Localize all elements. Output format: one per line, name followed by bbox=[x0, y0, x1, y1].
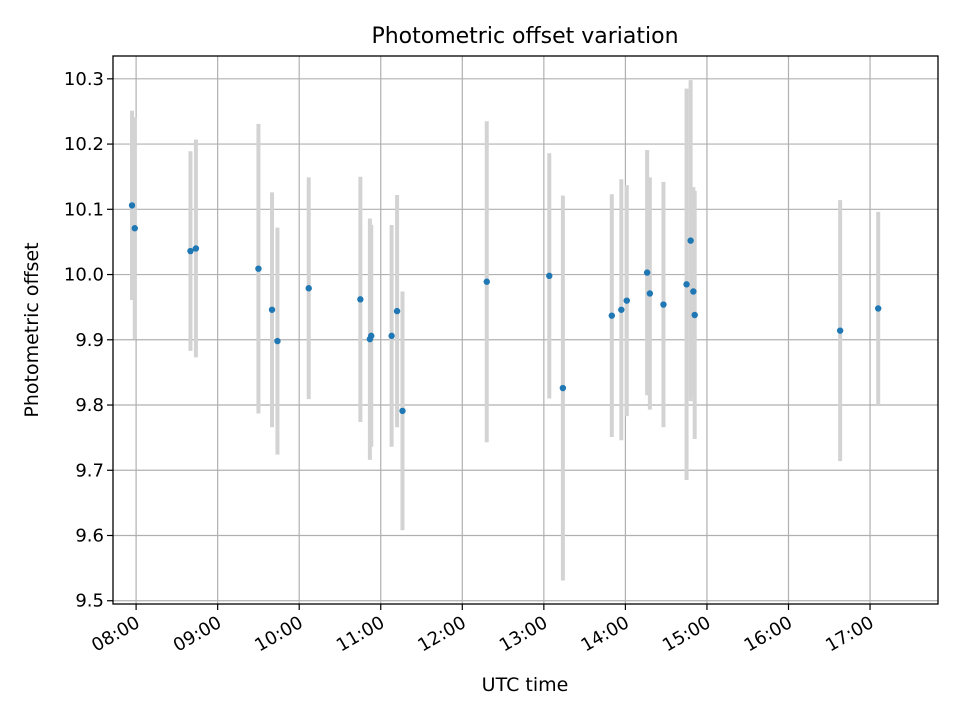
data-point bbox=[836, 327, 844, 334]
data-point bbox=[274, 337, 281, 345]
y-tick-label: 10.2 bbox=[64, 134, 104, 155]
data-point bbox=[618, 306, 625, 313]
data-point bbox=[393, 307, 401, 315]
y-tick-label: 10.1 bbox=[64, 199, 104, 220]
plot-area bbox=[113, 56, 938, 604]
data-point bbox=[357, 296, 364, 303]
grid bbox=[113, 56, 938, 604]
data-point bbox=[608, 312, 616, 319]
data-point bbox=[192, 245, 200, 252]
y-tick-label: 10.0 bbox=[64, 265, 104, 286]
y-axis-label: Photometric offset bbox=[21, 242, 43, 417]
data-point bbox=[388, 332, 395, 340]
data-point bbox=[559, 384, 567, 392]
y-tick-label: 9.7 bbox=[75, 460, 104, 481]
data-point bbox=[623, 297, 630, 304]
data-point bbox=[305, 285, 312, 292]
data-point bbox=[660, 301, 667, 308]
chart-title: Photometric offset variation bbox=[371, 24, 678, 49]
y-tick-label: 9.8 bbox=[75, 395, 104, 416]
data-point bbox=[483, 278, 490, 285]
data-point bbox=[683, 281, 690, 288]
data-point bbox=[399, 407, 406, 415]
data-point bbox=[690, 288, 697, 295]
y-tick-label: 9.9 bbox=[75, 330, 104, 351]
y-tick-label: 9.6 bbox=[75, 526, 104, 547]
x-axis-label: UTC time bbox=[482, 674, 569, 696]
data-point bbox=[646, 290, 654, 297]
plot-frame bbox=[112, 55, 939, 605]
data-point bbox=[131, 225, 138, 232]
data-point bbox=[546, 272, 553, 280]
data-point bbox=[643, 269, 651, 276]
data-points bbox=[128, 202, 882, 415]
data-point bbox=[874, 305, 882, 312]
data-point bbox=[368, 332, 375, 340]
y-tick-label: 9.5 bbox=[75, 591, 104, 612]
data-point bbox=[687, 237, 694, 244]
data-point bbox=[187, 247, 194, 255]
data-point bbox=[128, 202, 136, 209]
data-point bbox=[268, 306, 276, 313]
y-tick-label: 10.3 bbox=[64, 69, 104, 90]
data-point bbox=[255, 265, 262, 272]
data-point bbox=[691, 311, 698, 319]
